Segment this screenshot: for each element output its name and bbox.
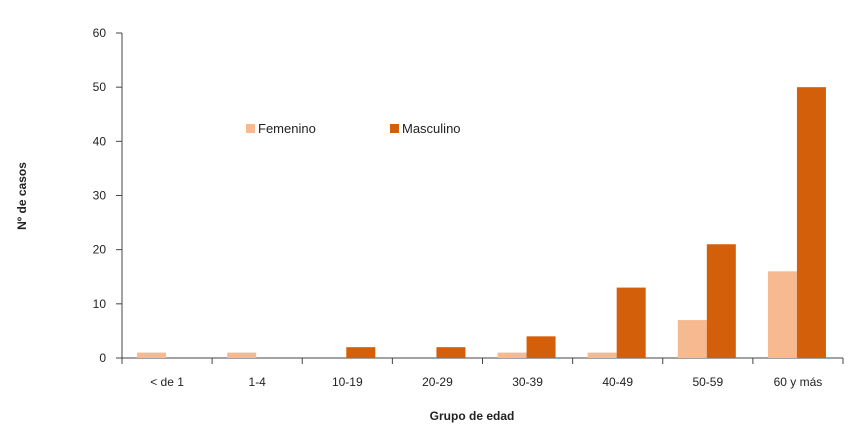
x-tick-label: < de 1 — [150, 375, 184, 389]
bars — [137, 87, 826, 359]
bar-femenino-7 — [767, 271, 797, 358]
bar-masculino-6 — [706, 244, 736, 358]
x-tick-label: 20-29 — [422, 375, 453, 389]
legend-swatch-masculino — [390, 124, 399, 133]
y-tick-label: 40 — [93, 134, 107, 148]
y-tick-label: 50 — [93, 80, 107, 94]
bar-masculino-4 — [526, 336, 556, 358]
x-tick-label: 40-49 — [602, 375, 633, 389]
bar-femenino-4 — [497, 352, 527, 358]
x-tick-label: 60 y más — [774, 375, 823, 389]
bar-femenino-5 — [587, 352, 617, 358]
y-tick-label: 0 — [99, 351, 106, 365]
y-ticks: 0 10 20 30 40 50 60 — [93, 26, 122, 365]
x-tick-label: 1-4 — [249, 375, 267, 389]
y-tick-label: 60 — [93, 26, 107, 40]
bar-femenino-1 — [227, 352, 257, 358]
bar-masculino-5 — [616, 287, 646, 358]
bar-masculino-7 — [796, 87, 826, 359]
bar-masculino-3 — [436, 347, 466, 358]
legend-label-femenino: Femenino — [258, 121, 316, 136]
legend: Femenino Masculino — [246, 121, 461, 136]
y-tick-label: 30 — [93, 189, 107, 203]
y-tick-label: 20 — [93, 243, 107, 257]
y-axis-title: Nº de casos — [15, 162, 29, 230]
bar-femenino-0 — [137, 352, 167, 358]
x-tick-label: 10-19 — [332, 375, 363, 389]
y-tick-label: 10 — [93, 297, 107, 311]
legend-swatch-femenino — [246, 124, 255, 133]
x-axis-title: Grupo de edad — [430, 409, 515, 423]
legend-label-masculino: Masculino — [402, 121, 461, 136]
x-ticks: < de 1 1-4 10-19 20-29 30-39 40-49 50-59 60 y m… — [121, 358, 844, 389]
bar-femenino-6 — [677, 320, 707, 358]
x-tick-label: 50-59 — [692, 375, 723, 389]
x-tick-label: 30-39 — [512, 375, 543, 389]
bar-masculino-2 — [346, 347, 376, 358]
